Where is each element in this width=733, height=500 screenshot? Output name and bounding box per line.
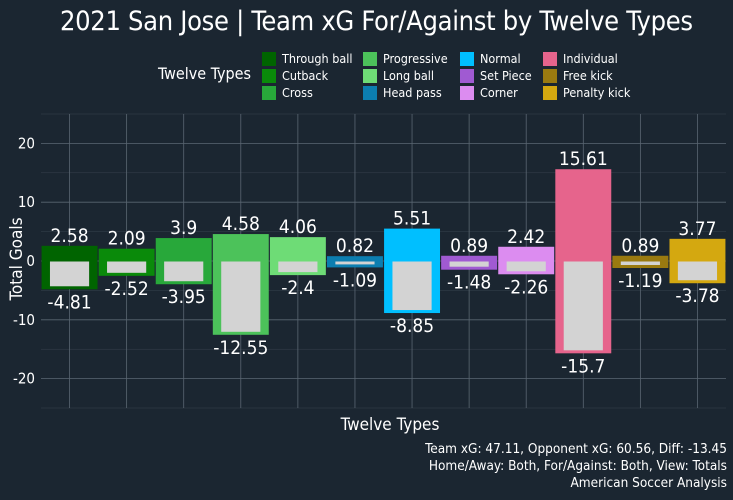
data-labels: 2.58 -4.81 2.09 -2.52 3.9 -3.95 4.58 -12.55 4.06… (47, 148, 719, 377)
data-label-for: 2.09 (108, 228, 146, 250)
data-label-for: 5.51 (393, 208, 431, 230)
legend-key-penalty-kick (543, 85, 557, 100)
data-label-against: -2.4 (281, 277, 314, 299)
bar-against (107, 261, 147, 273)
legend-key-through-ball (262, 51, 276, 66)
data-label-against: -2.26 (504, 276, 548, 298)
legend-item-progressive: Progressive (363, 51, 448, 66)
data-label-against: -1.19 (618, 270, 662, 292)
legend-item-corner: Corner (460, 85, 518, 100)
bar-against (449, 261, 489, 267)
data-label-for: 15.61 (559, 148, 608, 170)
legend-item-cutback: Cutback (262, 68, 328, 83)
legend-key-corner (460, 85, 474, 100)
data-label-against: -8.85 (390, 315, 434, 337)
legend-label: Cross (282, 85, 313, 100)
legend-label: Normal (480, 51, 521, 66)
legend-item-normal: Normal (460, 51, 521, 66)
data-label-against: -2.52 (105, 278, 149, 300)
bar-against (164, 261, 204, 282)
x-axis-label: Twelve Types (340, 415, 440, 435)
data-label-for: 0.82 (336, 235, 374, 257)
legend-key-free-kick (543, 68, 557, 83)
legend-label: Penalty kick (563, 85, 631, 100)
legend-item-head-pass: Head pass (363, 85, 442, 100)
bars (41, 169, 726, 354)
bar-against (49, 261, 90, 287)
legend-label: Set Piece (480, 68, 532, 83)
legend-key-individual (543, 51, 557, 66)
bar-against (278, 261, 318, 273)
data-label-against: -3.95 (162, 286, 206, 308)
data-label-for: 2.58 (51, 225, 89, 247)
bar-against (677, 261, 718, 281)
bar-against (392, 261, 432, 311)
data-label-against: -15.7 (561, 355, 605, 377)
data-label-for: 3.9 (170, 217, 197, 239)
data-label-against: -12.55 (213, 337, 268, 359)
legend-key-cross (262, 85, 276, 100)
legend-label: Progressive (383, 51, 448, 66)
legend-item-set-piece: Set Piece (460, 68, 532, 83)
legend-label: Cutback (282, 68, 329, 83)
legend-key-normal (460, 51, 474, 66)
legend-item-penalty-kick: Penalty kick (543, 85, 630, 100)
y-axis-ticks: -20 -10 0 10 20 (13, 134, 35, 387)
legend-label: Free kick (563, 68, 613, 83)
y-axis-label: Total Goals (7, 217, 27, 301)
data-label-against: -1.09 (333, 269, 377, 291)
data-label-for: 2.42 (507, 226, 545, 248)
caption-filters: Home/Away: Both, For/Against: Both, View… (428, 458, 727, 474)
legend-label: Head pass (383, 85, 442, 100)
data-label-against: -1.48 (447, 272, 491, 294)
bar-against (335, 261, 375, 265)
legend-label: Corner (480, 85, 518, 100)
y-tick-label: 10 (18, 193, 35, 211)
data-label-for: 0.89 (621, 235, 659, 257)
legend-title: Twelve Types (158, 64, 252, 83)
legend-item-through-ball: Through ball (262, 51, 352, 66)
legend-label: Through ball (282, 51, 353, 66)
data-label-against: -4.81 (47, 291, 91, 313)
data-label-for: 4.58 (222, 213, 260, 235)
data-label-for: 0.89 (450, 235, 488, 257)
legend-key-set-piece (460, 68, 474, 83)
bar-against (221, 261, 261, 332)
caption-totals: Team xG: 47.11, Opponent xG: 60.56, Diff… (425, 441, 727, 457)
bar-against (620, 261, 660, 265)
legend-key-head-pass (363, 85, 377, 100)
legend-key-cutback (262, 68, 276, 83)
legend-label: Long ball (383, 68, 435, 83)
legend-item-individual: Individual (543, 51, 618, 66)
legend-key-progressive (363, 51, 377, 66)
y-tick-label: -10 (13, 311, 35, 329)
bar-against (563, 261, 603, 351)
chart-title: 2021 San Jose | Team xG For/Against by T… (60, 6, 693, 37)
legend-item-long-ball: Long ball (363, 68, 434, 83)
legend-item-free-kick: Free kick (543, 68, 613, 83)
data-label-for: 3.77 (678, 218, 716, 240)
legend-label: Individual (563, 51, 618, 66)
data-label-against: -3.78 (675, 285, 719, 307)
data-label-for: 4.06 (279, 216, 317, 238)
y-tick-label: 20 (18, 134, 35, 152)
y-tick-label: -20 (13, 370, 35, 388)
bar-against (506, 261, 546, 272)
legend-item-cross: Cross (262, 85, 313, 100)
caption-source: American Soccer Analysis (570, 475, 727, 491)
legend-key-long-ball (363, 68, 377, 83)
y-tick-label: 0 (26, 252, 35, 270)
